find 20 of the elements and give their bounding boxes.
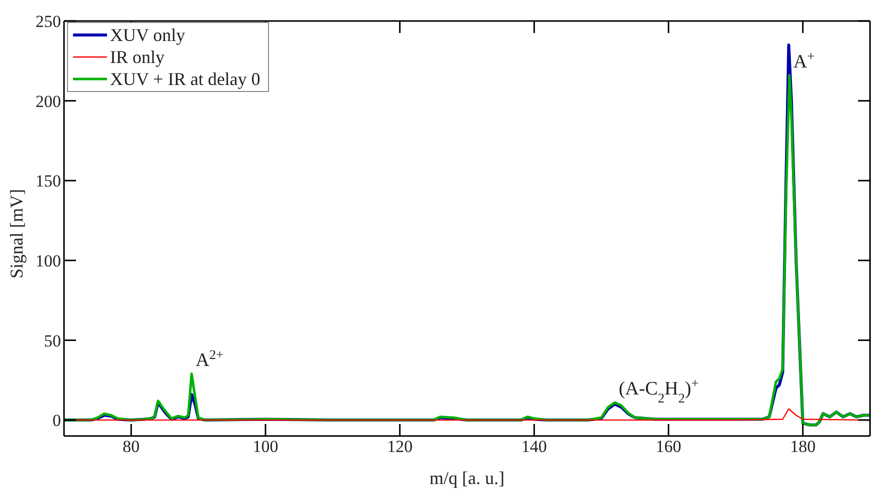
legend-label: XUV only bbox=[110, 24, 186, 46]
x-tick-label: 120 bbox=[387, 437, 413, 456]
y-tick-label: 250 bbox=[36, 12, 61, 32]
y-tick-label: 150 bbox=[36, 172, 61, 191]
x-tick-label: 180 bbox=[790, 437, 816, 456]
legend-label: XUV + IR at delay 0 bbox=[110, 68, 260, 90]
y-tick-label: 50 bbox=[44, 331, 61, 350]
y-axis-title: Signal [mV] bbox=[6, 189, 26, 278]
annotation: (A-C$_{2}$H$_{2}$)$^{+}$ bbox=[618, 374, 699, 405]
annotation: A$^{2+}$ bbox=[196, 346, 224, 371]
x-tick-label: 160 bbox=[656, 437, 682, 456]
annotation: A$^{+}$ bbox=[793, 48, 815, 72]
x-tick-label: 80 bbox=[122, 437, 140, 456]
x-axis-title: m/q [a. u.] bbox=[430, 468, 504, 488]
x-tick-label: 140 bbox=[521, 437, 547, 456]
y-tick-label: 0 bbox=[52, 411, 61, 430]
legend-label: IR only bbox=[110, 46, 165, 68]
x-tick-label: 100 bbox=[252, 437, 278, 456]
y-tick-label: 200 bbox=[36, 92, 61, 111]
y-tick-label: 100 bbox=[36, 251, 61, 270]
